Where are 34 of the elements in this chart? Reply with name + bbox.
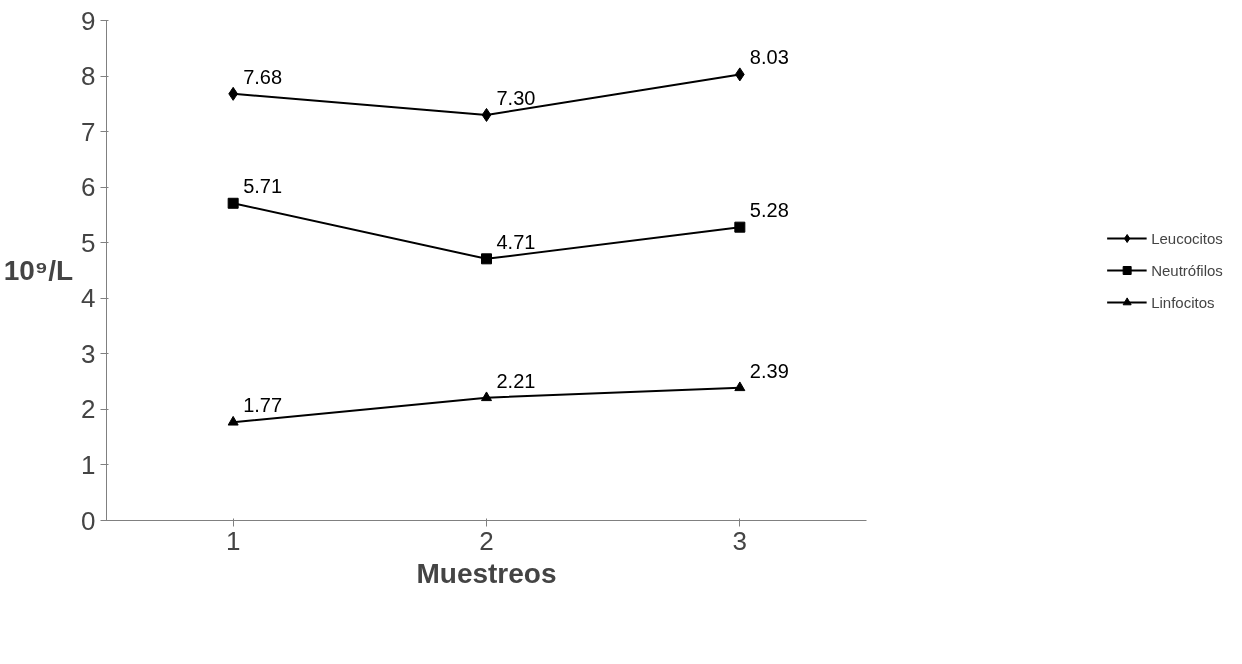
data-label: 5.71: [243, 175, 283, 198]
data-label: 8.03: [749, 46, 789, 69]
data-label: 7.68: [243, 65, 283, 88]
point: [481, 253, 492, 265]
y-tick-label: 0: [81, 505, 96, 536]
data-label: 5.28: [749, 199, 789, 222]
point: [227, 197, 239, 209]
data-label: 4.71: [496, 230, 536, 253]
data-label: 2.21: [496, 369, 536, 392]
y-tick-label: 3: [81, 338, 96, 369]
y-tick-label: 1: [81, 449, 96, 480]
y-axis-title: 10⁹/L: [3, 255, 74, 286]
y-tick-label: 2: [81, 394, 96, 425]
point: [227, 415, 239, 426]
legend-label: Linfocitos: [1151, 293, 1215, 311]
data-label: 1.77: [243, 394, 283, 417]
y-tick-label: 4: [81, 283, 96, 314]
point: [481, 107, 492, 122]
y-tick-label: 7: [81, 116, 96, 147]
data-label: 7.30: [496, 86, 536, 109]
x-tick-label: 1: [225, 525, 241, 556]
x-tick-label: 3: [732, 525, 748, 556]
point: [481, 391, 492, 402]
y-tick-label: 5: [81, 227, 96, 258]
point: [734, 221, 746, 233]
legend-label: Neutrófilos: [1151, 261, 1223, 279]
y-tick-label: 9: [81, 5, 96, 36]
point: [734, 381, 746, 392]
x-tick-label: 2: [479, 525, 494, 556]
data-label: 2.39: [749, 359, 789, 382]
x-axis-title: Muestreos: [416, 557, 557, 589]
legend-label: Leucocitos: [1151, 229, 1223, 247]
y-tick-label: 6: [81, 172, 96, 203]
y-tick-label: 8: [81, 61, 96, 92]
